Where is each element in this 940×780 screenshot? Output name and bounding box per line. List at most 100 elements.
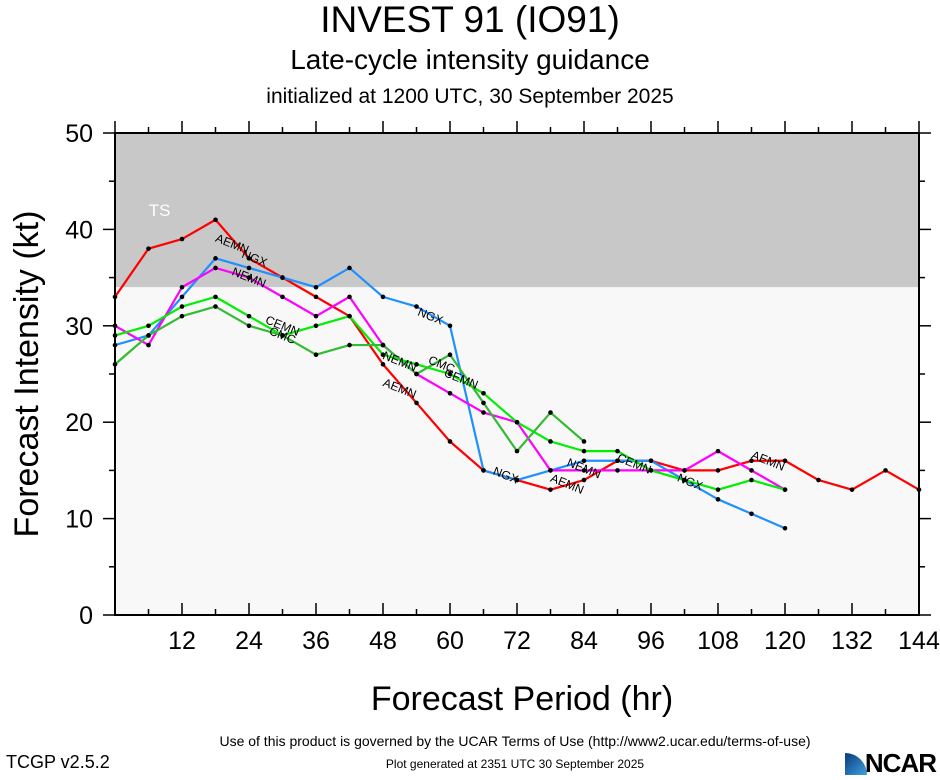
data-point-cmc xyxy=(447,352,453,358)
data-point-cmc xyxy=(347,342,352,348)
series-cmc xyxy=(112,304,587,454)
data-point-cmc xyxy=(581,439,587,444)
data-point-ngx xyxy=(648,458,654,464)
data-point-nemn xyxy=(548,468,553,473)
data-point-cmc xyxy=(514,448,520,454)
chart-subtitle: Late-cycle intensity guidance xyxy=(290,44,650,75)
data-point-aemn xyxy=(916,487,922,492)
data-point-aemn xyxy=(749,458,754,464)
x-tick-label: 12 xyxy=(168,627,196,655)
plot-generated-text: Plot generated at 2351 UTC 30 September … xyxy=(385,757,645,771)
x-tick-label: 24 xyxy=(235,627,263,655)
data-point-cmc xyxy=(213,304,218,309)
data-point-aemn xyxy=(447,439,453,444)
data-point-nemn xyxy=(447,390,453,396)
chart-title: INVEST 91 (IO91) xyxy=(320,0,620,40)
ncar-logo: NCAR xyxy=(844,748,937,779)
data-point-cemn xyxy=(380,352,386,358)
data-point-aemn xyxy=(816,477,821,483)
data-point-aemn xyxy=(581,477,587,483)
data-point-cmc xyxy=(380,342,386,348)
data-point-cemn xyxy=(112,333,118,338)
data-point-cemn xyxy=(146,323,151,329)
data-point-aemn xyxy=(883,468,888,473)
x-tick-label: 84 xyxy=(570,627,598,655)
data-point-cmc xyxy=(280,333,285,338)
data-point-aemn xyxy=(213,217,218,223)
x-tick-label: 108 xyxy=(697,627,739,655)
data-point-ngx xyxy=(280,275,285,280)
data-point-aemn xyxy=(548,487,553,492)
data-point-ngx xyxy=(749,511,754,517)
data-point-nemn xyxy=(246,275,252,280)
data-point-ngx xyxy=(514,477,520,483)
data-point-cmc xyxy=(414,371,419,377)
data-point-cemn xyxy=(213,294,218,300)
terms-of-use-text: Use of this product is governed by the U… xyxy=(219,733,811,749)
data-point-nemn xyxy=(313,313,319,319)
x-tick-label: 144 xyxy=(898,627,940,655)
data-point-aemn xyxy=(849,487,855,492)
data-point-nemn xyxy=(581,468,587,473)
series-cemn xyxy=(112,294,788,492)
data-point-ngx xyxy=(313,284,319,290)
data-point-nemn xyxy=(481,410,486,415)
data-point-aemn xyxy=(380,362,386,367)
data-point-aemn xyxy=(146,246,151,251)
band-label-ts: TS xyxy=(149,201,171,220)
data-point-cemn xyxy=(179,304,185,309)
x-tick-label: 96 xyxy=(637,627,665,655)
y-tick-label: 50 xyxy=(65,120,93,148)
data-point-nemn xyxy=(146,342,151,348)
data-point-aemn xyxy=(246,256,252,261)
data-point-cemn xyxy=(715,487,721,492)
data-point-aemn xyxy=(112,294,118,300)
data-point-cemn xyxy=(648,468,654,473)
data-point-ngx xyxy=(581,458,587,464)
data-point-cemn xyxy=(749,477,754,483)
data-point-nemn xyxy=(749,468,754,473)
data-point-ngx xyxy=(715,497,721,502)
data-point-aemn xyxy=(179,236,185,242)
x-axis-label: Forecast Period (hr) xyxy=(371,680,673,718)
data-point-nemn xyxy=(715,448,721,454)
data-point-cemn xyxy=(313,323,319,329)
data-point-cemn xyxy=(447,371,453,377)
data-point-ngx xyxy=(782,525,788,531)
data-point-cemn xyxy=(682,477,687,483)
x-tick-label: 36 xyxy=(302,627,330,655)
data-point-nemn xyxy=(213,265,218,271)
data-point-ngx xyxy=(179,294,185,300)
y-axis-label: Forecast Intensity (kt) xyxy=(8,211,46,538)
y-tick-label: 40 xyxy=(65,216,93,244)
data-point-cmc xyxy=(179,313,185,319)
data-point-cemn xyxy=(615,448,620,454)
x-tick-label: 72 xyxy=(503,627,531,655)
intensity-band-ts xyxy=(115,133,919,288)
data-point-aemn xyxy=(414,400,419,406)
series-ngx xyxy=(112,256,788,531)
data-point-cemn xyxy=(246,313,252,319)
y-tick-label: 0 xyxy=(79,602,93,630)
data-point-cmc xyxy=(548,410,553,415)
x-tick-label: 132 xyxy=(831,627,873,655)
data-point-nemn xyxy=(179,284,185,290)
data-point-cmc xyxy=(481,400,486,406)
y-tick-label: 10 xyxy=(65,506,93,534)
data-point-cemn xyxy=(514,419,520,425)
data-point-nemn xyxy=(615,468,620,473)
data-point-cmc xyxy=(246,323,252,329)
data-point-aemn xyxy=(782,458,788,464)
data-point-aemn xyxy=(313,294,319,300)
data-point-cemn xyxy=(581,448,587,454)
ncar-logo-text: NCAR xyxy=(864,748,937,778)
data-point-ngx xyxy=(447,323,453,329)
data-point-nemn xyxy=(280,294,285,300)
y-tick-label: 20 xyxy=(65,409,93,437)
data-point-ngx xyxy=(414,304,419,309)
ncar-swoosh-icon xyxy=(844,753,867,775)
chart-init-time: initialized at 1200 UTC, 30 September 20… xyxy=(266,85,674,108)
data-point-ngx xyxy=(481,468,486,473)
data-point-cmc xyxy=(112,362,118,367)
